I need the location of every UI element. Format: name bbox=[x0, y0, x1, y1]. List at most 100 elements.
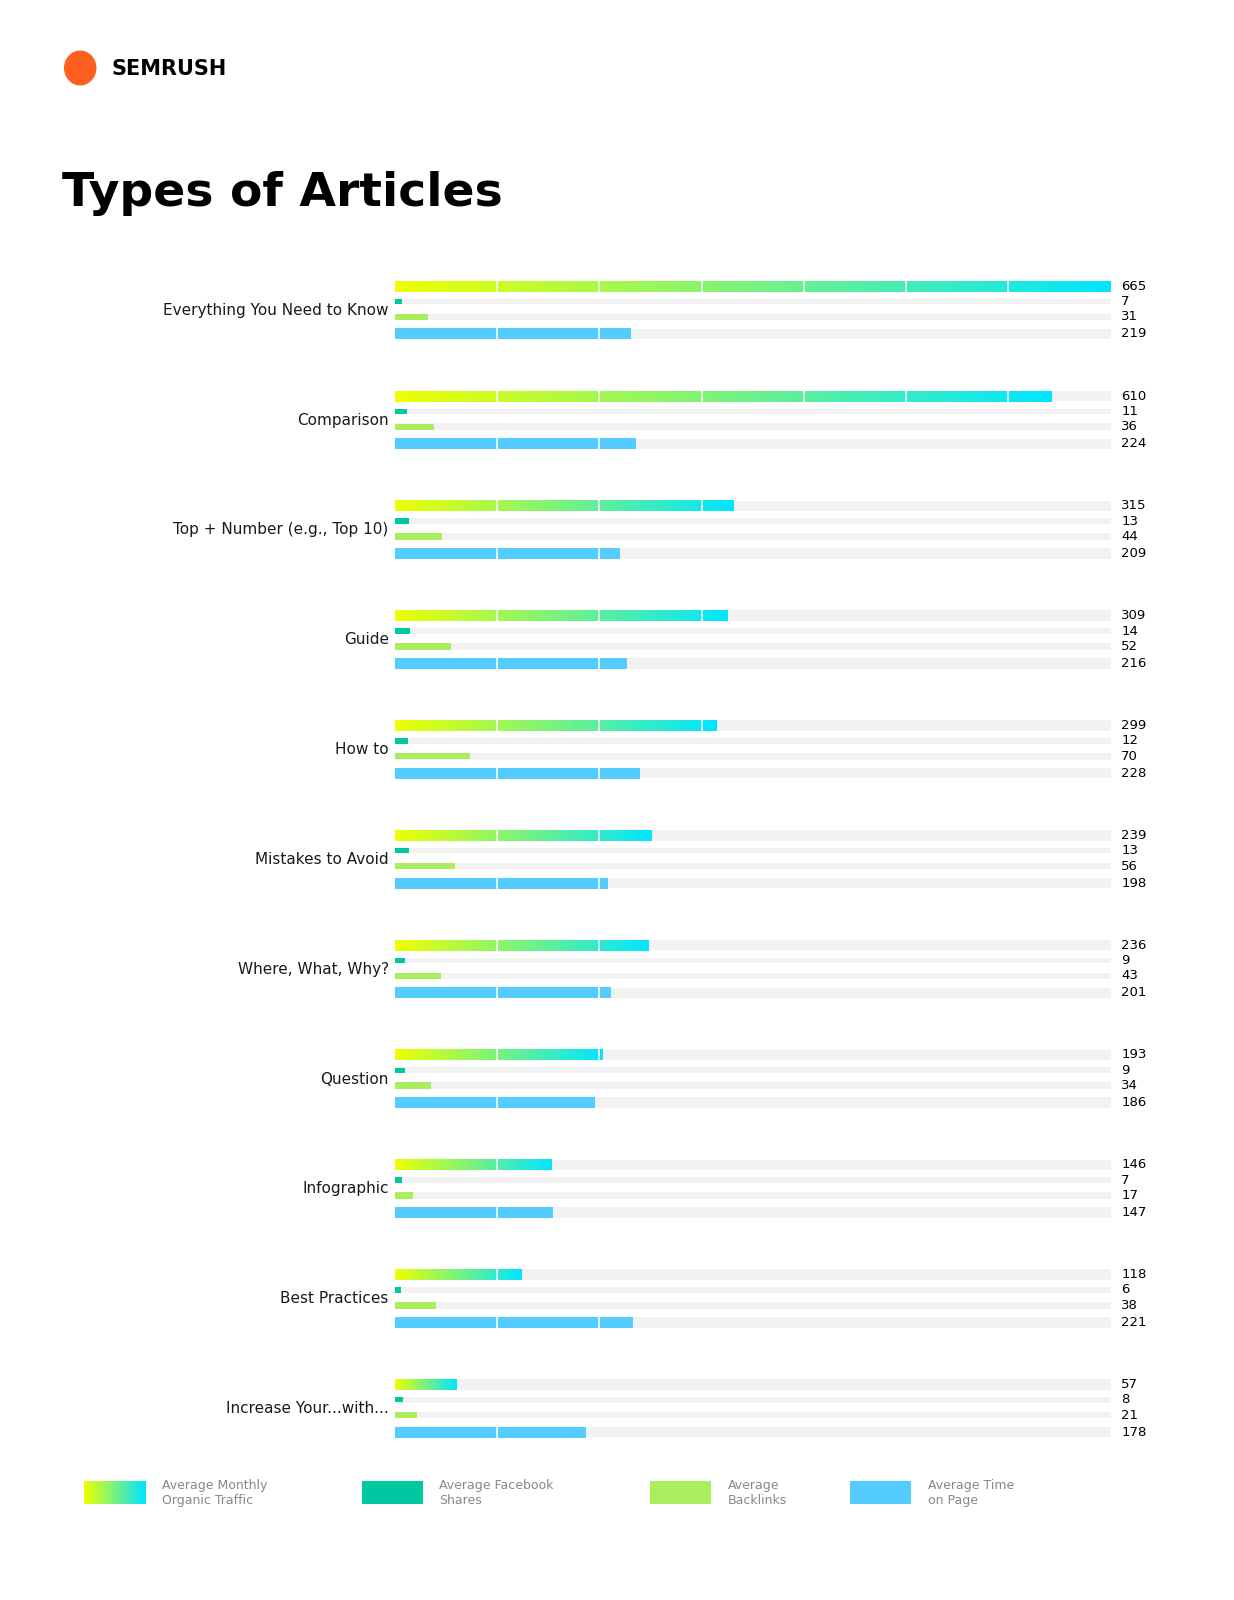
Bar bbox=[818, 390, 822, 402]
Bar bbox=[395, 877, 608, 888]
Bar bbox=[670, 501, 671, 512]
Bar bbox=[95, 1480, 97, 1504]
Bar bbox=[697, 501, 698, 512]
Bar bbox=[600, 610, 601, 621]
Bar bbox=[522, 830, 524, 840]
Bar bbox=[439, 501, 441, 512]
Bar bbox=[781, 280, 785, 291]
Bar bbox=[448, 501, 449, 512]
Bar bbox=[422, 939, 423, 950]
Bar bbox=[395, 720, 397, 731]
Bar bbox=[600, 1050, 601, 1061]
Bar bbox=[526, 390, 529, 402]
Bar bbox=[571, 939, 573, 950]
Bar bbox=[628, 390, 632, 402]
Bar bbox=[698, 720, 701, 731]
Bar bbox=[548, 830, 549, 840]
Bar bbox=[649, 610, 652, 621]
Bar bbox=[481, 939, 482, 950]
Bar bbox=[877, 280, 882, 291]
Text: 209: 209 bbox=[1122, 547, 1146, 560]
Bar bbox=[1039, 280, 1043, 291]
Bar bbox=[532, 720, 533, 731]
Bar bbox=[478, 1050, 479, 1061]
Bar bbox=[565, 830, 566, 840]
Bar bbox=[432, 610, 433, 621]
Bar bbox=[484, 830, 485, 840]
Bar bbox=[539, 830, 540, 840]
Bar bbox=[644, 939, 645, 950]
Bar bbox=[397, 830, 399, 840]
Bar bbox=[415, 939, 417, 950]
Bar bbox=[457, 1050, 458, 1061]
Bar bbox=[395, 518, 1111, 525]
Bar bbox=[917, 390, 921, 402]
Bar bbox=[421, 830, 422, 840]
Bar bbox=[458, 939, 460, 950]
Bar bbox=[520, 610, 522, 621]
Bar bbox=[491, 939, 494, 950]
Bar bbox=[610, 610, 611, 621]
Bar bbox=[418, 390, 422, 402]
Bar bbox=[896, 280, 900, 291]
Bar bbox=[531, 720, 532, 731]
Bar bbox=[550, 939, 552, 950]
Bar bbox=[566, 830, 568, 840]
Bar bbox=[404, 830, 406, 840]
Bar bbox=[501, 610, 503, 621]
Bar bbox=[631, 280, 636, 291]
Bar bbox=[448, 720, 450, 731]
Bar bbox=[463, 1050, 464, 1061]
Bar bbox=[507, 720, 510, 731]
Bar bbox=[510, 1050, 511, 1061]
Bar bbox=[617, 280, 621, 291]
Bar bbox=[638, 939, 639, 950]
Bar bbox=[532, 501, 534, 512]
Bar bbox=[518, 830, 520, 840]
Bar bbox=[543, 390, 547, 402]
Bar bbox=[475, 1050, 476, 1061]
Bar bbox=[960, 390, 963, 402]
Bar bbox=[511, 939, 512, 950]
Bar bbox=[623, 939, 626, 950]
Bar bbox=[907, 280, 911, 291]
Bar bbox=[469, 830, 471, 840]
Bar bbox=[133, 1480, 136, 1504]
Bar bbox=[570, 280, 574, 291]
Bar bbox=[510, 501, 512, 512]
Bar bbox=[510, 390, 513, 402]
Bar bbox=[980, 390, 982, 402]
Bar bbox=[1028, 280, 1032, 291]
Bar bbox=[624, 390, 628, 402]
Text: 219: 219 bbox=[1122, 328, 1146, 341]
Bar bbox=[701, 610, 703, 621]
Bar bbox=[911, 280, 914, 291]
Bar bbox=[494, 390, 497, 402]
Bar bbox=[421, 720, 422, 731]
Bar bbox=[653, 280, 656, 291]
Bar bbox=[664, 280, 668, 291]
Bar bbox=[434, 939, 436, 950]
Bar bbox=[531, 939, 532, 950]
Bar bbox=[395, 1050, 396, 1061]
Bar bbox=[602, 501, 603, 512]
Bar bbox=[698, 280, 703, 291]
Bar bbox=[424, 939, 426, 950]
Bar bbox=[484, 280, 489, 291]
Bar bbox=[675, 720, 676, 731]
Bar bbox=[526, 830, 528, 840]
Bar bbox=[463, 720, 464, 731]
Bar bbox=[527, 720, 529, 731]
Bar bbox=[626, 830, 627, 840]
Bar bbox=[611, 610, 613, 621]
Bar bbox=[473, 610, 475, 621]
Bar bbox=[437, 1050, 438, 1061]
Bar bbox=[453, 830, 454, 840]
Bar bbox=[539, 1050, 540, 1061]
Bar bbox=[603, 830, 605, 840]
Bar bbox=[466, 1050, 468, 1061]
Bar bbox=[779, 390, 782, 402]
Bar bbox=[606, 830, 607, 840]
Bar bbox=[499, 1050, 500, 1061]
Bar bbox=[93, 1480, 95, 1504]
